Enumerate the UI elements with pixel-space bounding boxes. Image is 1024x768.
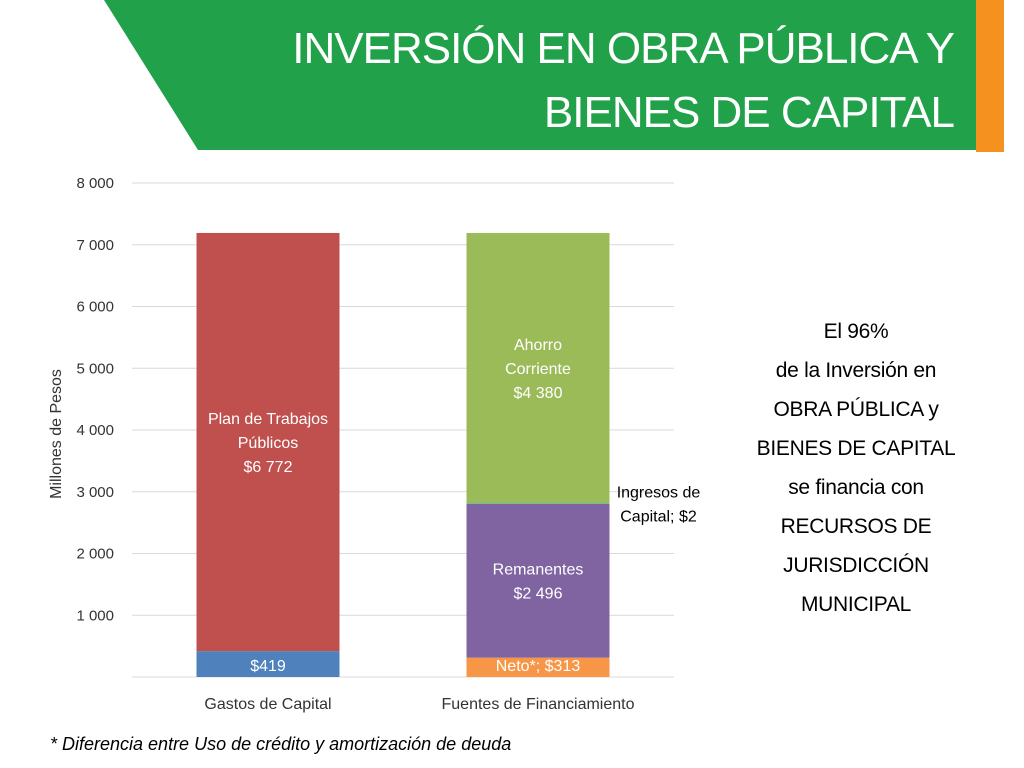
banner-orange-accent [976,0,1004,152]
callout-line: RECURSOS DE [780,515,932,538]
y-tick-label: 1 000 [76,607,114,624]
y-axis-title: Millones de Pesos [48,369,65,499]
y-tick-label: 6 000 [76,299,114,316]
callout-line: JURISDICCIÓN [783,554,929,577]
banner-green-shape [104,0,976,150]
callout-line: OBRA PÚBLICA y [773,398,939,421]
stacked-bar-chart: 1 000 2 000 3 000 4 000 5 000 6 000 7 000 8 000… [48,175,701,713]
page-title-line-2: BIENES DE CAPITAL [543,88,955,137]
y-tick-label: 7 000 [76,237,114,254]
callout-line: BIENES DE CAPITAL [756,437,956,460]
bar-segment-fuentes-ahorro [466,232,610,504]
bar-segment-fuentes-ingresos [466,503,610,505]
data-label-fuentes-ahorro: Ahorro Corriente $4 380 [505,337,571,402]
y-tick-label: 3 000 [76,484,114,501]
x-category-label: Fuentes de Financiamiento [442,696,635,713]
callout-line: El 96% [823,320,889,343]
y-tick-label: 2 000 [76,546,114,563]
callout-line: de la Inversión en [775,359,937,382]
y-tick-label: 8 000 [76,175,114,192]
bar-segment-fuentes-remanentes [466,503,610,658]
data-label-gastos-plan: Plan de Trabajos Públicos $6 772 [208,411,328,476]
data-label-fuentes-remanentes: Remanentes $2 496 [493,562,584,603]
y-tick-label: 4 000 [76,422,114,439]
callout-line: se financia con [788,476,924,499]
data-label-fuentes-ingresos: Ingresos de Capital; $2 [617,484,701,525]
x-category-label: Gastos de Capital [204,696,331,713]
callout-line: MUNICIPAL [800,593,912,616]
y-tick-label: 5 000 [76,360,114,377]
bar-segment-fuentes-endeudamiento [466,657,610,677]
bar-segment-gastos-plan [196,232,340,652]
financing-callout: El 96% de la Inversión en OBRA PÚBLICA y… [738,312,974,624]
header-banner [104,0,1004,152]
footnote: * Diferencia entre Uso de crédito y amor… [50,734,512,754]
bar-segment-gastos-bs [196,651,340,677]
page-title-line-1: INVERSIÓN EN OBRA PÚBLICA Y [292,24,955,73]
